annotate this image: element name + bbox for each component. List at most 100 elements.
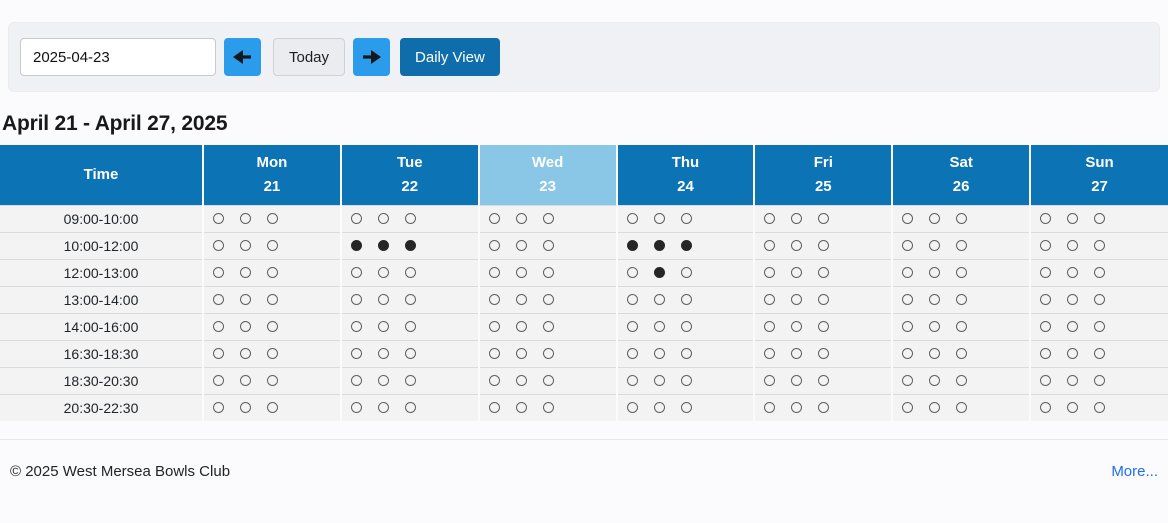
rink-slot-radio-available[interactable] (213, 321, 224, 332)
rink-slot-radio-available[interactable] (680, 267, 692, 278)
rink-slot-radio-available[interactable] (515, 240, 527, 251)
rink-slot-radio-available[interactable] (542, 375, 554, 386)
rink-slot-radio-available[interactable] (488, 348, 500, 359)
rink-slot-radio-available[interactable] (350, 348, 362, 359)
rink-slot-radio-available[interactable] (626, 267, 638, 278)
rink-slot-radio-available[interactable] (902, 348, 914, 359)
rink-slot-radio-available[interactable] (818, 267, 830, 278)
rink-slot-radio-available[interactable] (791, 240, 803, 251)
rink-slot-radio-available[interactable] (1067, 321, 1079, 332)
rink-slot-radio-available[interactable] (213, 348, 224, 359)
rink-slot-radio-available[interactable] (626, 213, 638, 224)
rink-slot-radio-available[interactable] (240, 402, 251, 414)
rink-slot-radio-available[interactable] (240, 348, 251, 359)
rink-slot-radio-available[interactable] (240, 321, 251, 332)
rink-slot-radio-available[interactable] (956, 375, 968, 386)
rink-slot-radio-available[interactable] (267, 240, 278, 251)
rink-slot-radio-available[interactable] (902, 294, 914, 305)
rink-slot-radio-available[interactable] (653, 375, 665, 386)
rink-slot-radio-available[interactable] (1094, 375, 1106, 386)
rink-slot-radio-available[interactable] (350, 375, 362, 386)
rink-slot-radio-available[interactable] (488, 294, 500, 305)
rink-slot-radio-available[interactable] (680, 348, 692, 359)
rink-slot-radio-available[interactable] (1067, 240, 1079, 251)
rink-slot-radio-available[interactable] (902, 213, 914, 224)
rink-slot-radio-available[interactable] (1067, 213, 1079, 224)
rink-slot-radio-available[interactable] (488, 267, 500, 278)
rink-slot-radio-available[interactable] (542, 321, 554, 332)
today-button[interactable]: Today (273, 38, 346, 76)
rink-slot-radio-available[interactable] (764, 321, 776, 332)
rink-slot-radio-available[interactable] (542, 294, 554, 305)
rink-slot-radio-available[interactable] (653, 402, 665, 414)
rink-slot-radio-available[interactable] (1094, 402, 1106, 414)
daily-view-button[interactable]: Daily View (400, 38, 500, 76)
rink-slot-radio-available[interactable] (377, 321, 389, 332)
rink-slot-radio-available[interactable] (653, 321, 665, 332)
rink-slot-radio-available[interactable] (377, 267, 389, 278)
rink-slot-radio-available[interactable] (1040, 240, 1052, 251)
rink-slot-radio-booked[interactable] (350, 240, 362, 251)
rink-slot-radio-available[interactable] (764, 240, 776, 251)
rink-slot-radio-available[interactable] (902, 321, 914, 332)
rink-slot-radio-available[interactable] (515, 348, 527, 359)
rink-slot-radio-available[interactable] (515, 267, 527, 278)
rink-slot-radio-available[interactable] (1094, 240, 1106, 251)
rink-slot-radio-available[interactable] (404, 213, 416, 224)
rink-slot-radio-available[interactable] (956, 402, 968, 414)
rink-slot-radio-available[interactable] (653, 294, 665, 305)
rink-slot-radio-available[interactable] (404, 267, 416, 278)
rink-slot-radio-available[interactable] (377, 294, 389, 305)
rink-slot-radio-available[interactable] (791, 321, 803, 332)
rink-slot-radio-available[interactable] (1040, 213, 1052, 224)
rink-slot-radio-available[interactable] (956, 267, 968, 278)
rink-slot-radio-available[interactable] (764, 294, 776, 305)
rink-slot-radio-available[interactable] (1094, 321, 1106, 332)
rink-slot-radio-available[interactable] (542, 240, 554, 251)
rink-slot-radio-available[interactable] (929, 240, 941, 251)
rink-slot-radio-available[interactable] (818, 213, 830, 224)
rink-slot-radio-available[interactable] (791, 402, 803, 414)
rink-slot-radio-available[interactable] (350, 321, 362, 332)
rink-slot-radio-available[interactable] (626, 375, 638, 386)
rink-slot-radio-available[interactable] (267, 213, 278, 224)
rink-slot-radio-available[interactable] (240, 240, 251, 251)
rink-slot-radio-available[interactable] (902, 267, 914, 278)
rink-slot-radio-available[interactable] (929, 402, 941, 414)
rink-slot-radio-available[interactable] (929, 213, 941, 224)
rink-slot-radio-available[interactable] (956, 213, 968, 224)
more-link[interactable]: More... (1111, 463, 1158, 480)
rink-slot-radio-available[interactable] (542, 213, 554, 224)
rink-slot-radio-available[interactable] (240, 294, 251, 305)
rink-slot-radio-booked[interactable] (680, 240, 692, 251)
next-week-button[interactable] (353, 38, 391, 76)
rink-slot-radio-available[interactable] (488, 213, 500, 224)
rink-slot-radio-available[interactable] (626, 402, 638, 414)
rink-slot-radio-available[interactable] (488, 321, 500, 332)
rink-slot-radio-available[interactable] (929, 375, 941, 386)
rink-slot-radio-available[interactable] (818, 321, 830, 332)
rink-slot-radio-available[interactable] (626, 294, 638, 305)
rink-slot-radio-available[interactable] (404, 321, 416, 332)
date-input[interactable] (20, 38, 216, 76)
rink-slot-radio-available[interactable] (404, 348, 416, 359)
rink-slot-radio-available[interactable] (653, 213, 665, 224)
rink-slot-radio-available[interactable] (404, 294, 416, 305)
rink-slot-radio-available[interactable] (515, 402, 527, 414)
rink-slot-radio-available[interactable] (791, 375, 803, 386)
rink-slot-radio-available[interactable] (240, 213, 251, 224)
rink-slot-radio-available[interactable] (267, 294, 278, 305)
rink-slot-radio-available[interactable] (1040, 402, 1052, 414)
rink-slot-radio-available[interactable] (902, 375, 914, 386)
rink-slot-radio-available[interactable] (515, 213, 527, 224)
rink-slot-radio-available[interactable] (267, 375, 278, 386)
rink-slot-radio-available[interactable] (626, 348, 638, 359)
rink-slot-radio-available[interactable] (818, 348, 830, 359)
rink-slot-radio-available[interactable] (1094, 213, 1106, 224)
rink-slot-radio-available[interactable] (1067, 294, 1079, 305)
rink-slot-radio-available[interactable] (213, 267, 224, 278)
previous-week-button[interactable] (224, 38, 261, 76)
rink-slot-radio-available[interactable] (240, 375, 251, 386)
rink-slot-radio-available[interactable] (680, 213, 692, 224)
rink-slot-radio-available[interactable] (956, 294, 968, 305)
